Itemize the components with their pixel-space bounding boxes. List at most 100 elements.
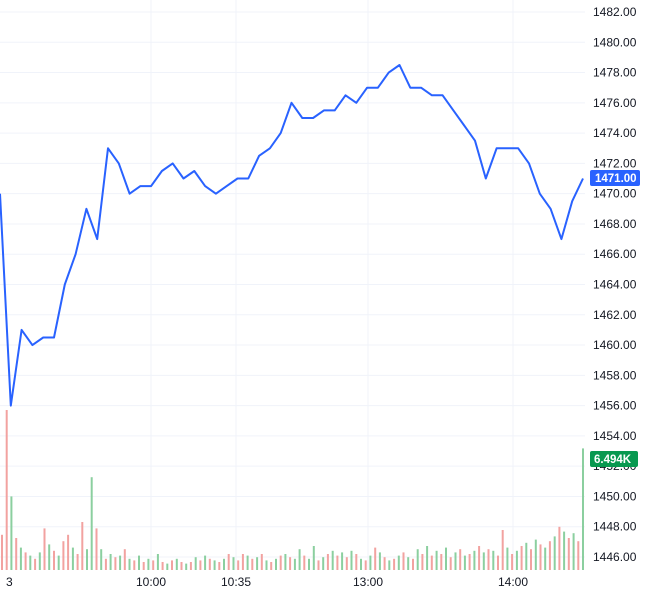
volume-bar	[100, 549, 103, 570]
volume-bar	[71, 547, 74, 570]
volume-bar	[378, 552, 381, 570]
volume-bar	[180, 562, 183, 570]
volume-bar	[53, 550, 55, 570]
volume-bar	[336, 555, 339, 570]
x-tick-label: 14:00	[498, 575, 528, 589]
last-price-badge: 1471.00	[590, 170, 640, 186]
volume-bar	[492, 550, 495, 570]
price-line	[0, 64, 584, 407]
y-tick-label: 1480.00	[593, 35, 637, 49]
y-tick-label: 1446.00	[593, 550, 637, 564]
y-tick-label: 1462.00	[593, 308, 637, 322]
grid-lines	[0, 0, 585, 570]
volume-bar	[497, 555, 499, 570]
volume-bar	[326, 554, 329, 570]
volume-bar	[15, 538, 18, 570]
volume-bar	[95, 528, 98, 570]
volume-bar	[558, 526, 561, 570]
volume-bar	[364, 560, 367, 570]
volume-bar	[553, 536, 556, 570]
volume-bar	[534, 539, 537, 570]
volume-bar	[81, 522, 84, 570]
volume-bar	[62, 541, 65, 570]
volume-bar	[511, 554, 514, 570]
volume-bar	[416, 549, 419, 570]
volume-bar	[251, 558, 254, 570]
volume-bar	[142, 562, 145, 570]
y-tick-label: 1450.00	[593, 489, 637, 503]
volume-bar	[279, 555, 282, 570]
volume-bar	[241, 554, 244, 570]
volume-bar	[482, 552, 485, 570]
volume-bar	[227, 554, 230, 570]
y-tick-label: 1448.00	[593, 520, 637, 534]
volume-bar	[218, 562, 221, 570]
volume-bar	[544, 547, 547, 570]
volume-bar	[345, 557, 348, 570]
volume-bar	[463, 555, 466, 570]
volume-bar	[128, 558, 131, 570]
x-tick-label: 13:00	[353, 575, 383, 589]
volume-bar	[298, 549, 301, 570]
volume-bar	[246, 555, 249, 570]
volume-bar	[572, 533, 575, 570]
volume-bar	[48, 544, 51, 570]
volume-bar	[449, 557, 452, 570]
volume-bar	[232, 557, 235, 570]
x-tick-label: 10:00	[136, 575, 166, 589]
volume-bar	[374, 547, 377, 570]
volume-bar	[19, 547, 22, 570]
volume-bar	[421, 554, 424, 570]
volume-bar	[430, 555, 433, 570]
y-tick-label: 1464.00	[593, 278, 637, 292]
volume-bar	[383, 557, 386, 570]
volume-bar	[147, 558, 150, 570]
volume-bar	[114, 557, 117, 570]
volume-bar	[412, 558, 414, 570]
volume-bar	[478, 546, 481, 570]
volume-bar	[156, 554, 159, 570]
y-tick-label: 1478.00	[593, 66, 637, 80]
volume-bar	[265, 560, 268, 570]
volume-bar	[473, 550, 476, 570]
last-price-label: 1471.00	[595, 173, 637, 185]
volume-bar	[426, 546, 429, 570]
volume-bar	[123, 549, 126, 570]
x-axis: 3 10:00 10:35 13:00 14:00	[6, 575, 528, 589]
volume-bar	[317, 560, 320, 570]
volume-bar	[577, 541, 580, 570]
volume-bar	[360, 558, 362, 570]
volume-bar	[293, 558, 296, 570]
volume-bar	[119, 555, 122, 570]
volume-bar	[397, 555, 400, 570]
volume-bars	[1, 410, 584, 570]
volume-bar	[355, 554, 358, 570]
volume-bar	[24, 552, 27, 570]
volume-bar	[204, 555, 207, 570]
y-axis: 1482.00 1480.00 1478.00 1476.00 1474.00 1472.…	[593, 5, 637, 564]
volume-bar	[506, 547, 509, 570]
volume-bar	[520, 546, 523, 570]
volume-bar	[515, 550, 518, 570]
volume-bar	[445, 547, 447, 570]
volume-bar	[548, 541, 551, 570]
volume-bar	[171, 560, 173, 570]
volume-bar	[331, 550, 334, 570]
volume-bar	[67, 534, 70, 570]
volume-bar	[303, 555, 306, 570]
y-tick-label: 1458.00	[593, 368, 637, 382]
x-tick-label: 3	[6, 575, 13, 589]
y-tick-label: 1466.00	[593, 247, 637, 261]
volume-bar	[138, 555, 140, 570]
volume-bar	[530, 549, 532, 570]
volume-bar	[57, 555, 60, 570]
y-tick-label: 1468.00	[593, 217, 637, 231]
volume-bar	[284, 554, 287, 570]
y-tick-label: 1482.00	[593, 5, 637, 19]
volume-bar	[10, 496, 13, 570]
last-volume-badge: 6.494K	[590, 451, 638, 467]
volume-bar	[582, 448, 584, 570]
y-tick-label: 1474.00	[593, 126, 637, 140]
volume-bar	[90, 477, 93, 570]
